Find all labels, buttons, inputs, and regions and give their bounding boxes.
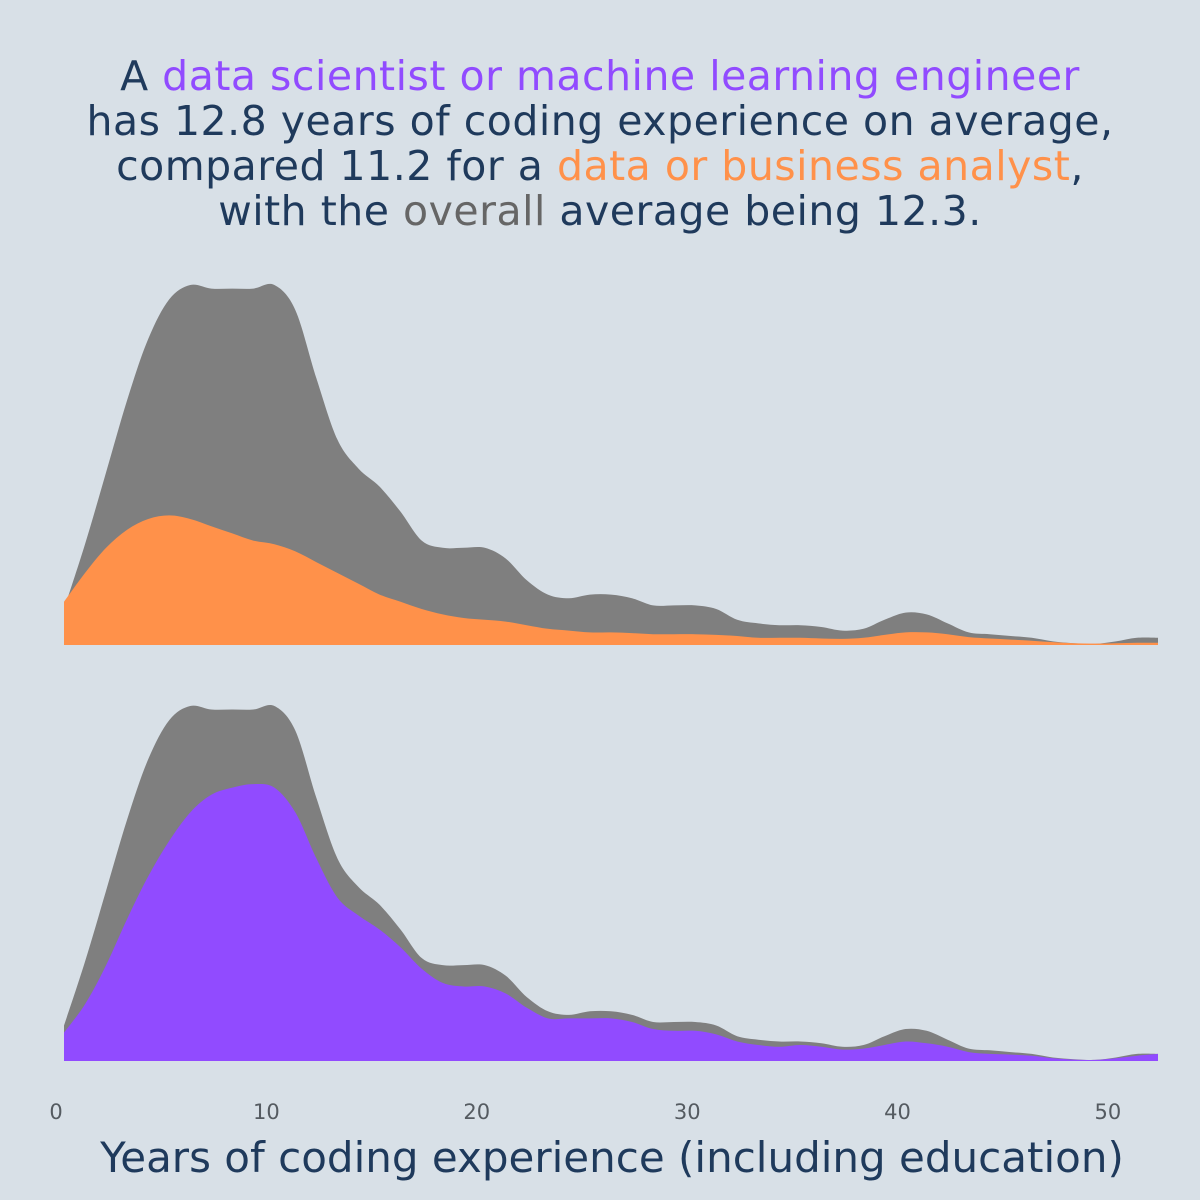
x-tick-label: 10	[253, 1100, 280, 1124]
overall-area	[64, 283, 1158, 645]
headline-line-2: has 12.8 years of coding experience on a…	[86, 97, 1114, 145]
x-axis: 0 10 20 30 40 50	[49, 1100, 1121, 1124]
overall-highlight: overall	[403, 187, 546, 235]
analyst-area	[64, 515, 1158, 645]
x-tick-label: 30	[674, 1100, 701, 1124]
x-axis-title: Years of coding experience (including ed…	[99, 1133, 1124, 1182]
headline-line-3: compared 11.2 for a data or business ana…	[0, 144, 1200, 189]
ds-mle-density-panel	[64, 704, 1158, 1061]
headline-line-4: with the overall average being 12.3.	[0, 189, 1200, 234]
headline-text: A	[120, 52, 163, 100]
headline-text: ,	[1070, 142, 1084, 190]
x-tick-label: 40	[884, 1100, 911, 1124]
x-tick-label: 0	[49, 1100, 62, 1124]
headline-line-1: A data scientist or machine learning eng…	[0, 54, 1200, 99]
analyst-highlight: data or business analyst	[556, 142, 1071, 190]
headline-text: with the	[218, 187, 404, 235]
ds-mle-highlight: data scientist or machine learning engin…	[162, 52, 1080, 100]
analyst-density-panel	[64, 283, 1158, 645]
headline-text: compared 11.2 for a	[116, 142, 557, 190]
ds-mle-area	[64, 783, 1158, 1061]
headline: A data scientist or machine learning eng…	[0, 54, 1200, 234]
x-tick-label: 20	[463, 1100, 490, 1124]
headline-text: average being 12.3.	[545, 187, 982, 235]
x-tick-label: 50	[1095, 1100, 1122, 1124]
